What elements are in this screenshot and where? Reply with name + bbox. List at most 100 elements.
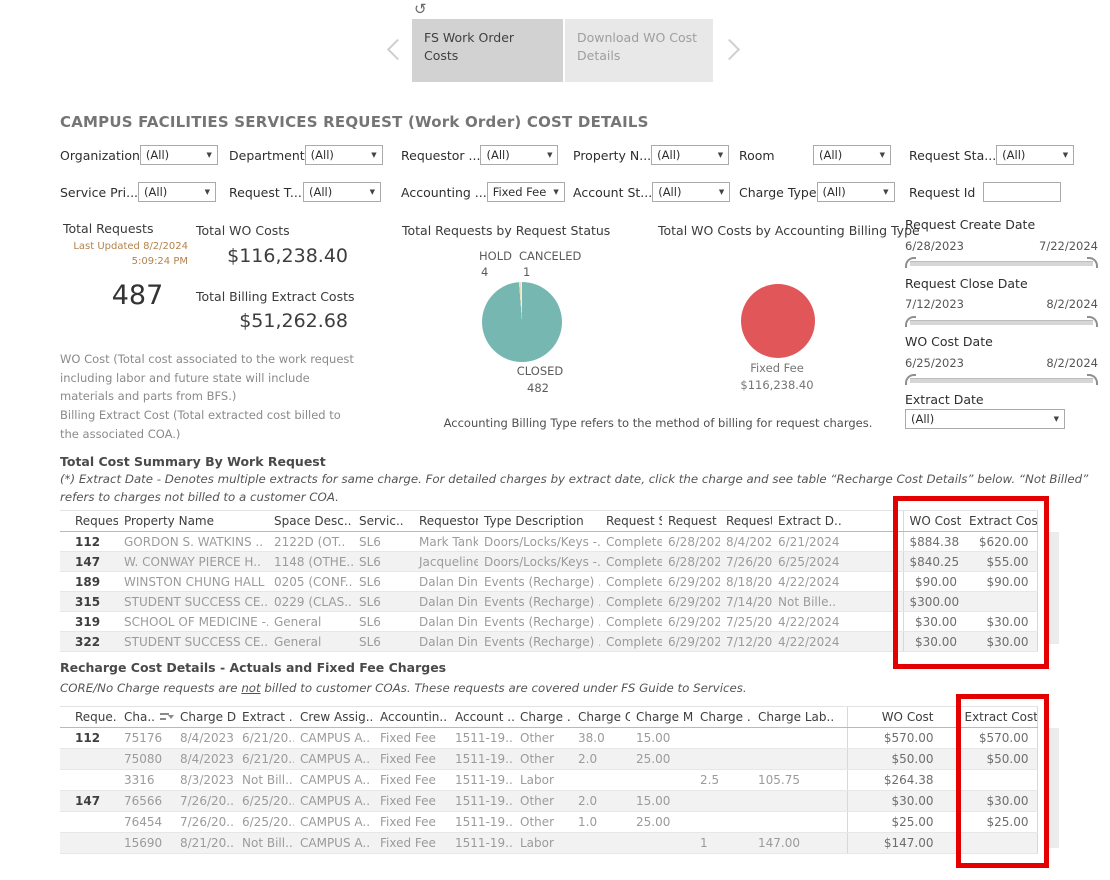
cell[interactable]: 8/3/2023 (174, 769, 236, 791)
cell[interactable]: 6/29/2023 (662, 591, 720, 612)
cell[interactable]: 76566 (118, 790, 174, 812)
prev-tab-chevron-icon[interactable] (386, 38, 409, 61)
cell[interactable]: CAMPUS A.. (294, 727, 374, 749)
cell[interactable]: Fixed Fee (374, 748, 449, 770)
cell[interactable]: 6/21/2024 (772, 531, 903, 552)
cell[interactable] (60, 811, 118, 833)
filter-dropdown-extract-date[interactable]: (All) ▼ (905, 409, 1065, 429)
cell[interactable]: 1511-19.. (449, 790, 514, 812)
cell[interactable]: 6/29/2023 (662, 631, 720, 652)
cell[interactable] (60, 748, 118, 770)
column-header[interactable]: WO Cost (846, 706, 958, 728)
filter-dropdown-service-pri[interactable]: (All) ▼ (138, 182, 217, 202)
cell[interactable]: Fixed Fee (374, 727, 449, 749)
next-tab-chevron-icon[interactable] (718, 38, 741, 61)
filter-dropdown-account-st[interactable]: (All) ▼ (652, 182, 731, 202)
cell[interactable]: SL6 (353, 631, 413, 652)
cell[interactable]: 6/28/2023 (662, 551, 720, 572)
slider-handle-right[interactable] (1087, 316, 1098, 327)
cell[interactable]: 7/14/2023 (720, 591, 772, 612)
cell[interactable]: $50.00 (846, 748, 958, 770)
cell[interactable]: 0229 (CLAS.. (268, 591, 353, 612)
cell[interactable]: $300.00 (902, 591, 963, 612)
cell[interactable]: Jacqueline .. (413, 551, 478, 572)
column-header[interactable]: Request St.. (600, 510, 662, 532)
cell[interactable]: WINSTON CHUNG HALL (118, 571, 268, 592)
cell[interactable]: 4/22/2024 (772, 571, 903, 592)
filter-dropdown-department[interactable]: (All) ▼ (304, 145, 383, 165)
cell[interactable]: Not Bill.. (236, 832, 294, 854)
slider-handle-right[interactable] (1087, 374, 1098, 385)
cell[interactable]: 6/29/2023 (662, 611, 720, 632)
cell[interactable]: 7/26/20.. (174, 790, 236, 812)
cell[interactable]: $570.00 (846, 727, 958, 749)
column-header[interactable]: Accountin.. (374, 706, 449, 728)
cell[interactable]: 8/4/2023 (720, 531, 772, 552)
column-header[interactable]: Space Desc.. (268, 510, 353, 532)
cell[interactable]: 147.00 (752, 832, 847, 854)
summary-table-scrollbar[interactable] (1049, 532, 1059, 644)
column-header[interactable]: Reque.. (60, 706, 118, 728)
cell[interactable] (752, 748, 847, 770)
cell[interactable]: 1511-19.. (449, 748, 514, 770)
cell[interactable]: Other (514, 790, 572, 812)
cell[interactable] (957, 769, 1037, 791)
cell[interactable]: 6/21/20.. (236, 748, 294, 770)
cell[interactable]: Dalan Dinh (413, 571, 478, 592)
cell[interactable]: 6/21/20.. (236, 727, 294, 749)
column-header[interactable]: Servic.. (353, 510, 413, 532)
cell[interactable]: 1511-19.. (449, 811, 514, 833)
cell[interactable] (572, 832, 630, 854)
cell[interactable]: 3316 (118, 769, 174, 791)
cell[interactable] (694, 790, 752, 812)
cell[interactable]: SL6 (353, 591, 413, 612)
cell[interactable]: Other (514, 748, 572, 770)
cell[interactable]: 15690 (118, 832, 174, 854)
cell[interactable]: 7/25/2023 (720, 611, 772, 632)
pie-chart-request-status[interactable] (482, 282, 562, 362)
cell[interactable]: 105.75 (752, 769, 847, 791)
cell[interactable]: SL6 (353, 531, 413, 552)
cell[interactable]: $30.00 (902, 611, 963, 632)
cell[interactable]: General (268, 611, 353, 632)
cell[interactable]: $30.00 (902, 631, 963, 652)
cell[interactable]: Complete (600, 531, 662, 552)
cell[interactable]: Not Bille.. (772, 591, 903, 612)
cell[interactable]: 38.0 (572, 727, 630, 749)
sort-descending-icon[interactable] (159, 713, 174, 722)
cell[interactable]: $147.00 (846, 832, 958, 854)
cell[interactable]: $30.00 (846, 790, 958, 812)
cell[interactable]: Complete (600, 611, 662, 632)
cell[interactable]: 112 (60, 727, 118, 749)
cell[interactable]: Doors/Locks/Keys -.. (478, 551, 600, 572)
cell[interactable] (963, 591, 1037, 612)
slider-handle-left[interactable] (905, 316, 916, 327)
cell[interactable]: 6/29/2023 (662, 571, 720, 592)
cell[interactable]: CAMPUS A.. (294, 748, 374, 770)
cell[interactable] (630, 769, 694, 791)
column-header[interactable]: Type Description (478, 510, 600, 532)
cell[interactable]: Complete (600, 591, 662, 612)
cell[interactable]: Other (514, 811, 572, 833)
cell[interactable] (957, 832, 1037, 854)
cell[interactable]: 315 (60, 591, 118, 612)
cell[interactable]: 7/26/20.. (174, 811, 236, 833)
cell[interactable]: CAMPUS A.. (294, 790, 374, 812)
cell[interactable]: Complete (600, 571, 662, 592)
cell[interactable]: GORDON S. WATKINS .. (118, 531, 268, 552)
cell[interactable]: 1.0 (572, 811, 630, 833)
cell[interactable]: 75176 (118, 727, 174, 749)
cell[interactable]: SL6 (353, 571, 413, 592)
cell[interactable]: 75080 (118, 748, 174, 770)
slider-track[interactable] (910, 320, 1093, 325)
cell[interactable]: 6/25/20.. (236, 790, 294, 812)
cell[interactable]: Fixed Fee (374, 811, 449, 833)
slider-track[interactable] (910, 261, 1093, 266)
cell[interactable]: 25.00 (630, 748, 694, 770)
cell[interactable]: 112 (60, 531, 118, 552)
cell[interactable]: Fixed Fee (374, 790, 449, 812)
filter-input-request-id[interactable] (983, 182, 1061, 202)
cell[interactable]: 1 (694, 832, 752, 854)
pie-chart-billing-type[interactable] (741, 284, 815, 358)
cell[interactable]: 1511-19.. (449, 769, 514, 791)
